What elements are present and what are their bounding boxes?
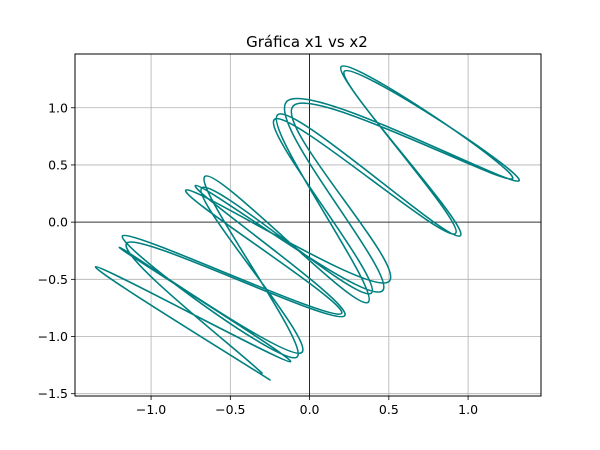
x-tick-label: 0.5 — [379, 402, 399, 417]
chart-title: Gráfica x1 vs x2 — [246, 33, 368, 51]
y-tick-label: 1.0 — [48, 100, 68, 115]
plot-frame — [74, 53, 542, 397]
series-line-0 — [94, 65, 520, 381]
y-tick-label: −1.0 — [38, 329, 68, 344]
y-tick-label: −0.5 — [38, 272, 68, 287]
x-axis: −1.0 −0.5 0.0 0.5 1.0 — [136, 396, 478, 417]
zero-lines — [75, 54, 541, 396]
y-tick-label: 0.0 — [48, 215, 68, 230]
x-tick-label: 1.0 — [458, 402, 478, 417]
y-tick-label: −1.5 — [38, 386, 68, 401]
y-tick-label: 0.5 — [48, 157, 68, 172]
x-tick-label: 0.0 — [300, 402, 320, 417]
series-group — [94, 65, 520, 381]
y-axis: −1.5 −1.0 −0.5 0.0 0.5 1.0 — [38, 100, 75, 401]
x-tick-label: −1.0 — [136, 402, 166, 417]
x-tick-label: −0.5 — [215, 402, 245, 417]
